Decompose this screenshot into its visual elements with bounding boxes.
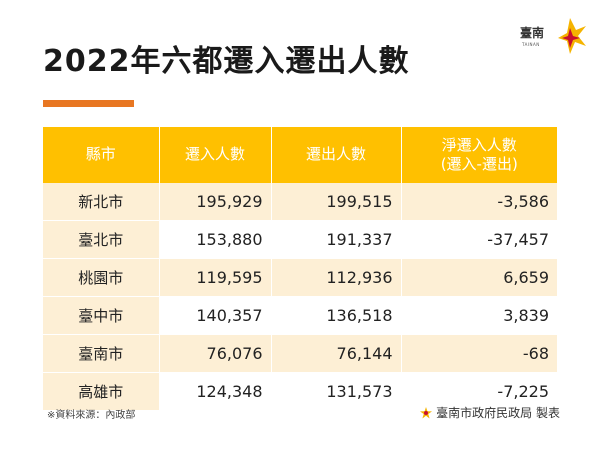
table-row: 桃園市 119,595 112,936 6,659	[43, 258, 557, 297]
page-title: 2022年六都遷入遷出人數	[43, 44, 410, 79]
accent-bar	[43, 100, 134, 107]
cell-move-out: 136,518	[271, 296, 402, 335]
cell-move-in: 140,357	[159, 296, 272, 335]
tainan-logo	[558, 18, 586, 54]
cell-move-out: 76,144	[271, 334, 402, 373]
logo-text: 臺南	[520, 26, 545, 40]
cell-county: 臺南市	[43, 334, 160, 373]
cell-move-in: 153,880	[159, 220, 272, 259]
logo-subtext: TAINAN	[522, 42, 540, 47]
cell-net: -3,586	[401, 183, 557, 221]
cell-move-out: 191,337	[271, 220, 402, 259]
header-county: 縣市	[43, 127, 160, 183]
table-row: 臺中市 140,357 136,518 3,839	[43, 296, 557, 335]
table-header-row: 縣市 遷入人數 遷出人數 淨遷入人數 (遷入-遷出)	[43, 127, 557, 183]
cell-net: 6,659	[401, 258, 557, 297]
cell-move-in: 119,595	[159, 258, 272, 297]
credit-line: 臺南市政府民政局 製表	[420, 404, 560, 421]
header-net: 淨遷入人數 (遷入-遷出)	[401, 127, 557, 183]
table-row: 高雄市 124,348 131,573 -7,225	[43, 372, 557, 411]
table-row: 臺南市 76,076 76,144 -68	[43, 334, 557, 373]
cell-county: 臺北市	[43, 220, 160, 259]
cell-move-in: 124,348	[159, 372, 272, 411]
header-move-in: 遷入人數	[159, 127, 272, 183]
cell-move-in: 195,929	[159, 183, 272, 221]
cell-county: 臺中市	[43, 296, 160, 335]
credit-text: 臺南市政府民政局 製表	[436, 406, 560, 420]
cell-net: -7,225	[401, 372, 557, 411]
header-net-line2: (遷入-遷出)	[440, 155, 518, 173]
cell-net: -68	[401, 334, 557, 373]
header-move-out: 遷出人數	[271, 127, 402, 183]
migration-table: 縣市 遷入人數 遷出人數 淨遷入人數 (遷入-遷出) 新北市 195,929 1…	[43, 127, 557, 411]
data-source: ※資料來源：內政部	[47, 410, 136, 421]
header-net-line1: 淨遷入人數	[441, 135, 517, 154]
cell-county: 桃園市	[43, 258, 160, 297]
table-row: 臺北市 153,880 191,337 -37,457	[43, 220, 557, 259]
cell-county: 高雄市	[43, 372, 160, 411]
tainan-emblem-icon	[420, 406, 433, 418]
cell-move-out: 131,573	[271, 372, 402, 411]
cell-move-out: 199,515	[271, 183, 402, 221]
cell-move-out: 112,936	[271, 258, 402, 297]
cell-county: 新北市	[43, 183, 160, 221]
cell-net: -37,457	[401, 220, 557, 259]
table-row: 新北市 195,929 199,515 -3,586	[43, 183, 557, 221]
cell-net: 3,839	[401, 296, 557, 335]
cell-move-in: 76,076	[159, 334, 272, 373]
